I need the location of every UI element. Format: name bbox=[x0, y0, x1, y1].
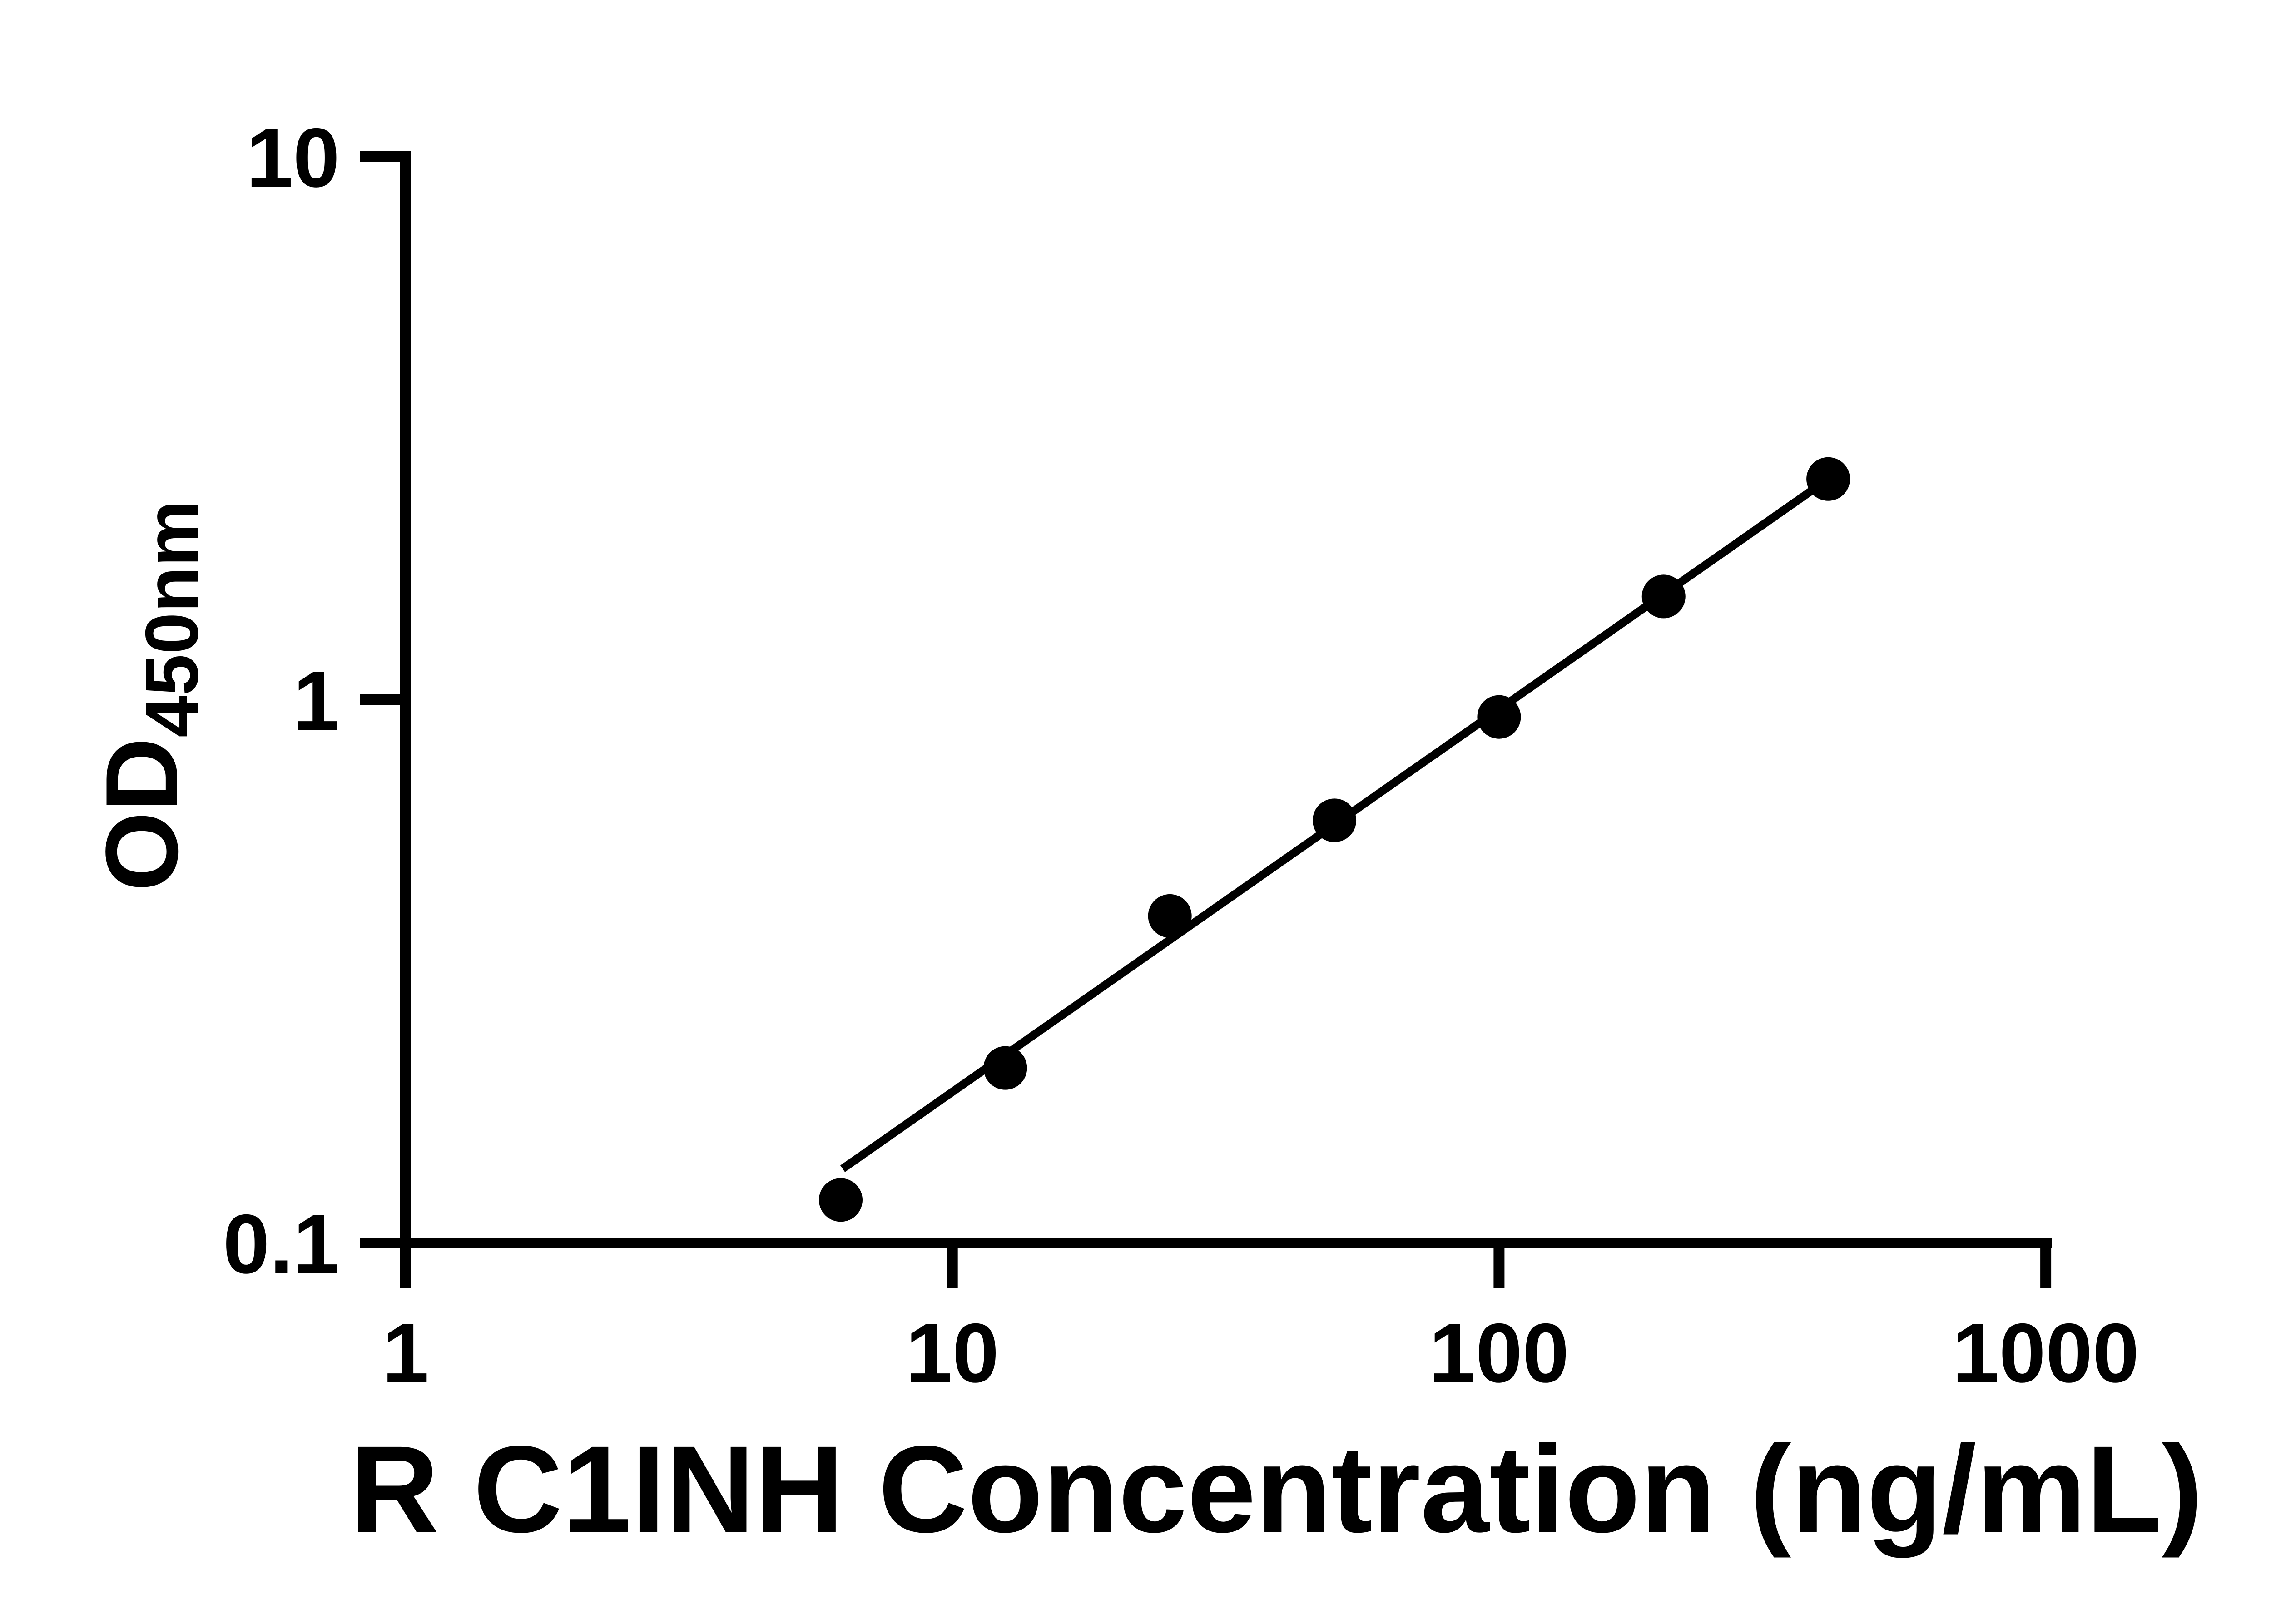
y-axis-title: OD450nm bbox=[84, 500, 213, 891]
axes bbox=[400, 151, 2052, 1248]
y-tick-labels: 0.1 1 10 bbox=[223, 111, 340, 1291]
data-point bbox=[1641, 574, 1686, 619]
y-tick-marks bbox=[360, 151, 406, 1248]
data-point bbox=[1313, 798, 1357, 842]
data-point bbox=[983, 1046, 1027, 1090]
data-point bbox=[819, 1178, 863, 1222]
y-tick-label: 0.1 bbox=[223, 1198, 340, 1291]
y-axis-title-subscript: 450nm bbox=[130, 500, 213, 738]
x-axis-title: R C1INH Concentration (ng/mL) bbox=[350, 1420, 2203, 1559]
x-tick-marks bbox=[400, 1243, 2052, 1288]
x-tick-label: 1 bbox=[382, 1307, 429, 1400]
data-points bbox=[819, 457, 1850, 1222]
data-point bbox=[1148, 894, 1192, 938]
data-point bbox=[1477, 695, 1521, 739]
data-point bbox=[1806, 457, 1850, 501]
x-tick-label: 10 bbox=[906, 1307, 999, 1400]
y-axis-title-main: OD bbox=[84, 738, 199, 891]
x-tick-label: 100 bbox=[1429, 1307, 1569, 1400]
y-tick-label: 10 bbox=[246, 111, 340, 205]
x-tick-labels: 1 10 100 1000 bbox=[382, 1307, 2139, 1400]
x-tick-label: 1000 bbox=[1952, 1307, 2139, 1400]
y-tick-label: 1 bbox=[293, 654, 340, 748]
